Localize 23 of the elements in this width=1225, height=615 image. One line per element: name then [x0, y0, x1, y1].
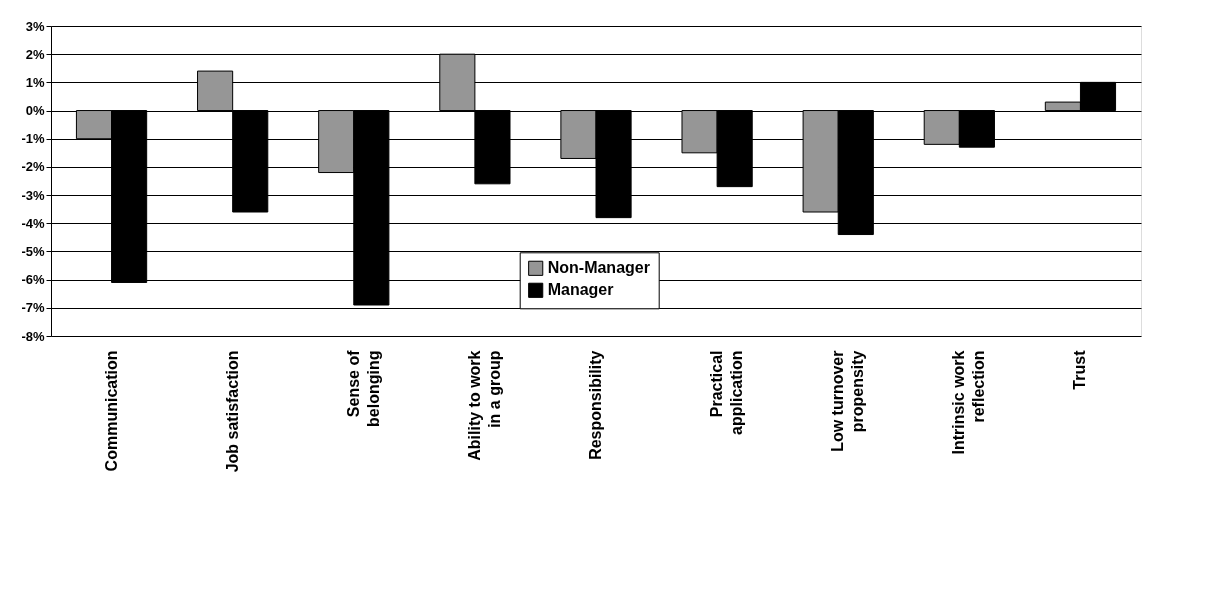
y-tick-label: -6%: [21, 272, 45, 288]
x-tick-label: Trust: [1071, 349, 1089, 390]
y-tick-label: -5%: [21, 243, 45, 259]
y-tick-label: 0%: [25, 103, 45, 119]
y-tick-label: -3%: [21, 187, 45, 203]
x-tick-label: Practical application: [708, 350, 746, 435]
y-tick-label: -2%: [21, 159, 45, 175]
y-tick-label: -1%: [21, 131, 45, 147]
x-tick-label: Responsibility: [587, 350, 604, 460]
x-tick-label: Job satisfaction: [223, 350, 241, 473]
x-tick-label: Ability to work in a group: [465, 350, 503, 461]
y-tick-label: 1%: [25, 74, 45, 90]
y-tick-label: -7%: [21, 300, 45, 316]
y-tick-label: -8%: [21, 328, 45, 344]
y-tick-label: 2%: [25, 46, 45, 62]
x-tick-label: Sense of belonging: [344, 349, 382, 427]
legend-label: Manager: [547, 281, 614, 299]
x-tick-label: Communication: [102, 350, 120, 472]
x-tick-label: Intrinsic work reflection: [950, 350, 988, 455]
y-tick-label: 3%: [25, 18, 45, 34]
legend-label: Non-Manager: [547, 259, 650, 277]
y-tick-label: -4%: [21, 215, 45, 231]
x-tick-label: Low turnover propensity: [829, 350, 867, 452]
